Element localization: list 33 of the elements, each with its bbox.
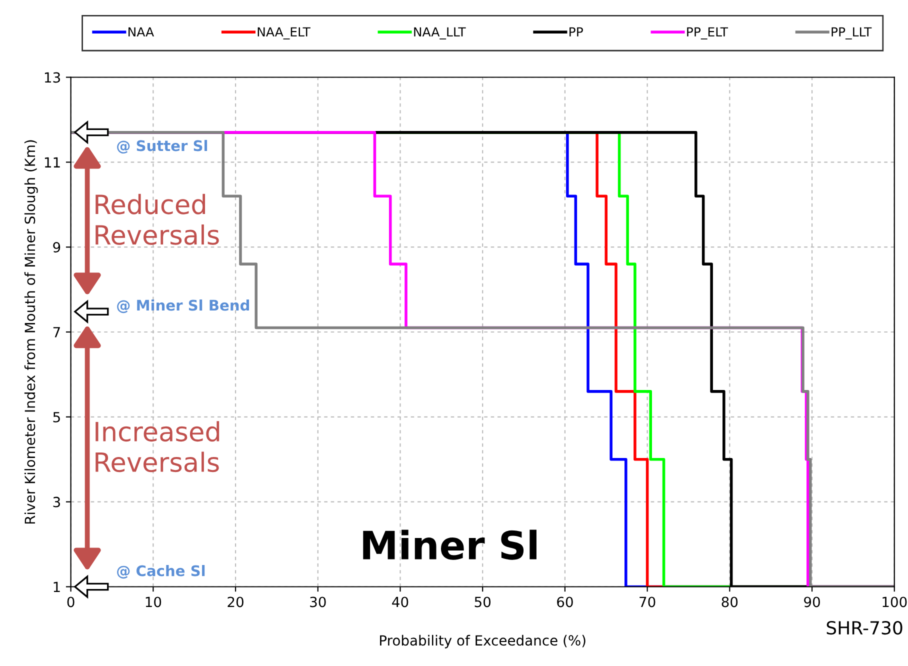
- annotation: Reduced Reversals: [96, 194, 219, 245]
- legend-label: NAA_ELT: [258, 27, 310, 40]
- annotation: @ Cache Sl: [117, 564, 205, 579]
- y-tick-label: 9: [53, 242, 60, 253]
- legend-label: NAA: [128, 27, 154, 36]
- legend-label: NAA_LLT: [414, 27, 466, 40]
- x-tick-label: 90: [804, 596, 820, 608]
- y-tick-label: 13: [44, 72, 60, 83]
- x-tick-label: 30: [310, 596, 326, 608]
- legend-label: PP: [570, 27, 583, 36]
- x-tick-label: 10: [146, 596, 162, 608]
- x-tick-label: 20: [228, 596, 244, 608]
- annotation: Miner Sl: [363, 530, 536, 560]
- x-tick-label: 50: [474, 596, 491, 608]
- x-tick-label: 0: [67, 596, 74, 608]
- y-tick-label: 3: [53, 496, 60, 508]
- x-tick-label: 60: [557, 596, 573, 608]
- annotation: @ Sutter Sl: [117, 140, 208, 154]
- text: SHR-730: [826, 620, 902, 635]
- y-tick-label: 1: [54, 582, 60, 592]
- x-tick-label: 80: [722, 596, 738, 608]
- y-axis-title: River Kilometer Index from Mouth of Miner Slough (Km): [24, 140, 38, 524]
- y-tick-label: 11: [44, 157, 60, 168]
- x-tick-label: 70: [640, 596, 656, 608]
- y-tick-label: 5: [53, 412, 60, 422]
- legend-label: PP_ELT: [687, 27, 728, 40]
- x-tick-label: 40: [392, 596, 408, 608]
- annotation: @ Miner Sl Bend: [117, 299, 250, 314]
- annotation: Increased Reversals: [96, 421, 220, 472]
- legend-label: PP_LLT: [832, 27, 872, 40]
- x-tick-label: 100: [882, 596, 907, 608]
- y-tick-label: 7: [53, 327, 60, 338]
- x-axis-title: Probability of Exceedance (%): [380, 634, 586, 648]
